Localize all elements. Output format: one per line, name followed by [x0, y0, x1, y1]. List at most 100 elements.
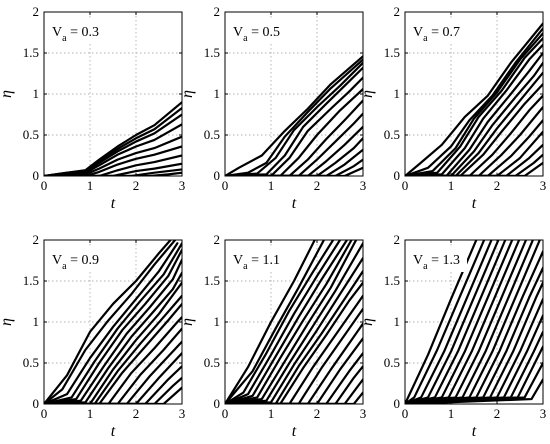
series-line [225, 240, 325, 404]
x-tick-label: 0 [41, 406, 48, 421]
series-line [225, 158, 363, 176]
x-tick-label: 3 [540, 406, 547, 421]
x-tick-label: 2 [494, 178, 501, 193]
x-tick-label: 3 [179, 406, 186, 421]
annotation-background [229, 20, 287, 44]
y-tick-label: 1 [214, 314, 221, 329]
y-tick-label: 2 [394, 232, 401, 247]
x-tick-label: 0 [41, 178, 48, 193]
y-tick-label: 0.5 [23, 355, 39, 370]
series-line [225, 61, 363, 176]
series-line [225, 148, 363, 176]
curves [405, 240, 543, 404]
curves [225, 55, 363, 176]
series-line [44, 240, 177, 404]
series-line [225, 242, 363, 404]
series-line [44, 302, 182, 404]
series-line [225, 378, 363, 404]
series-line [225, 270, 363, 404]
series-line [405, 161, 543, 176]
series-line [405, 240, 493, 404]
series-line [225, 240, 342, 404]
series-line [225, 365, 363, 404]
x-tick-label: 2 [133, 178, 140, 193]
x-tick-label: 2 [494, 406, 501, 421]
series-line [44, 258, 182, 404]
series-line [44, 271, 182, 404]
series-line [44, 162, 182, 176]
x-axis-label: t [292, 423, 297, 440]
parameter-annotation: Va = 1.1 [233, 253, 280, 272]
series-line [405, 32, 543, 176]
x-tick-label: 3 [540, 178, 547, 193]
series-line [225, 76, 363, 176]
series-line [405, 130, 543, 176]
y-axis-label: η [179, 90, 196, 98]
annotation-background [409, 20, 467, 44]
series-line [225, 166, 363, 176]
series-line [225, 240, 353, 404]
x-tick-label: 0 [222, 178, 229, 193]
y-axis-label: η [359, 90, 376, 98]
x-axis-label: t [111, 195, 116, 212]
series-line [44, 240, 172, 404]
y-tick-label: 0.5 [384, 355, 400, 370]
series-line [225, 240, 348, 404]
y-axis-label: η [359, 318, 376, 326]
series-line [225, 125, 363, 176]
series-line [405, 61, 543, 176]
series-line [405, 378, 543, 404]
y-tick-label: 1 [33, 314, 40, 329]
series-line [44, 281, 182, 404]
series-line [225, 58, 363, 176]
y-tick-label: 1.5 [204, 273, 220, 288]
x-tick-label: 3 [179, 178, 186, 193]
x-tick-label: 0 [402, 178, 409, 193]
series-line [44, 376, 182, 404]
panel-5: 0 1 2 3 0 0.5 1 1.5 2 t η Va = 1.1 [179, 232, 366, 440]
x-tick-label: 1 [268, 406, 275, 421]
x-tick-label: 0 [402, 406, 409, 421]
x-axis-label: t [472, 423, 477, 440]
series-line [44, 154, 182, 176]
series-line [225, 55, 363, 176]
series-line [44, 101, 182, 176]
parameter-annotation: Va = 1.3 [413, 253, 460, 272]
y-tick-label: 0 [33, 396, 40, 411]
annotation-background [409, 248, 467, 272]
y-tick-label: 1.5 [384, 45, 400, 60]
series-line [225, 281, 363, 404]
curves [225, 240, 363, 404]
series-line [225, 240, 335, 404]
x-tick-label: 1 [87, 406, 94, 421]
panel-4: 0 1 2 3 0 0.5 1 1.5 2 t η Va = 0.9 [0, 232, 185, 440]
series-line [225, 256, 363, 404]
series-line [405, 37, 543, 176]
series-line [44, 352, 182, 404]
series-line [225, 240, 316, 404]
curves [44, 101, 182, 176]
annotation-background [48, 248, 106, 272]
annotation-background [229, 248, 287, 272]
x-tick-label: 1 [448, 406, 455, 421]
series-line [44, 242, 179, 404]
series-line [225, 87, 363, 176]
y-tick-label: 0.5 [384, 127, 400, 142]
series-line [225, 391, 363, 404]
series-line [405, 153, 543, 176]
annotation-background [48, 20, 106, 44]
series-line [405, 71, 543, 176]
x-tick-label: 2 [314, 406, 321, 421]
series-line [405, 240, 486, 404]
y-tick-label: 1 [33, 86, 40, 101]
y-tick-label: 2 [214, 4, 221, 19]
x-tick-label: 2 [133, 406, 140, 421]
series-line [44, 386, 182, 404]
series-line [225, 137, 363, 176]
parameter-annotation: Va = 0.9 [52, 253, 99, 272]
y-tick-label: 0 [33, 168, 40, 183]
x-tick-label: 1 [448, 178, 455, 193]
series-line [44, 365, 182, 404]
series-line [44, 315, 182, 404]
